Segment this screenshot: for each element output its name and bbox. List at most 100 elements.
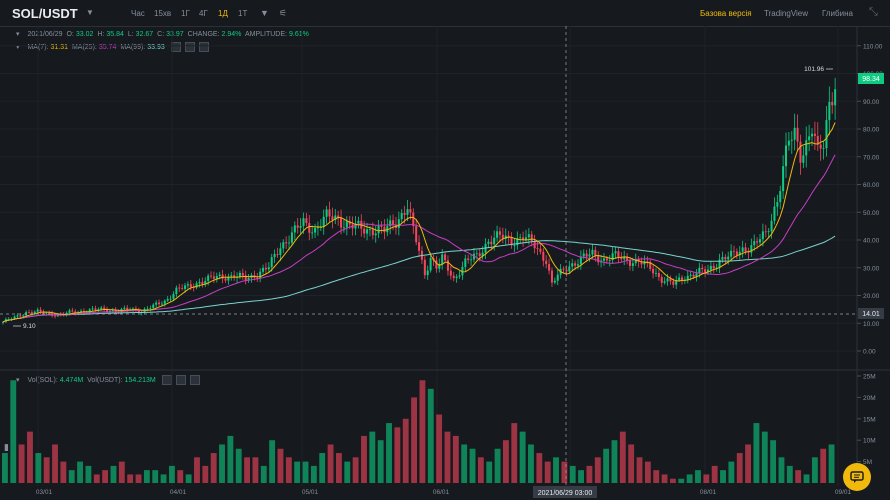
candle-body xyxy=(458,275,461,277)
interval-4h[interactable]: 4Г xyxy=(199,9,208,18)
volume-bar xyxy=(127,474,134,483)
candle-body xyxy=(94,308,97,310)
volume-bar xyxy=(152,470,159,483)
candle-body xyxy=(256,277,259,279)
chat-icon xyxy=(850,471,864,483)
candle-body xyxy=(224,278,227,281)
candle-body xyxy=(579,256,582,265)
chat-button[interactable] xyxy=(843,463,871,491)
collapse-caret-icon[interactable]: ▾ xyxy=(16,31,20,38)
candle-body xyxy=(39,309,42,312)
interval-1h[interactable]: 1Г xyxy=(181,9,190,18)
candle-body xyxy=(155,302,158,305)
candle-body xyxy=(530,234,533,242)
candle-body xyxy=(649,261,652,269)
candle-body xyxy=(828,102,831,121)
candle-body xyxy=(628,260,631,266)
interval-1d[interactable]: 1Д xyxy=(218,9,228,18)
candle-body xyxy=(588,254,591,257)
volume-bar xyxy=(43,457,50,483)
candle-body xyxy=(282,242,285,249)
volume-axis: 25M 20M 15M 10M 5M xyxy=(857,374,876,466)
candle-body xyxy=(805,140,808,156)
ma-settings-icon[interactable] xyxy=(170,42,181,52)
view-basic[interactable]: Базова версія xyxy=(700,9,752,18)
candle-body xyxy=(354,223,357,229)
candle-body xyxy=(88,309,91,313)
vol-close-icon[interactable] xyxy=(189,375,200,385)
candle-body xyxy=(175,287,178,295)
candle-body xyxy=(160,303,163,305)
volume-bar xyxy=(494,448,501,483)
interval-1w[interactable]: 1Т xyxy=(238,9,248,18)
volume-bar xyxy=(177,470,184,483)
candle-body xyxy=(169,298,172,300)
lock-axis-icon[interactable]: ▮ xyxy=(4,442,9,452)
ma-caret-icon[interactable]: ▾ xyxy=(16,43,20,51)
volume-bar xyxy=(352,457,359,483)
vol-legend: ▾ Vol(SOL): 4.474M Vol(USDT): 154.213M xyxy=(16,375,202,385)
volume-bar xyxy=(628,444,635,483)
candle-body xyxy=(267,267,270,270)
svg-text:2021/06/29 03:00: 2021/06/29 03:00 xyxy=(538,490,593,497)
candle-body xyxy=(571,263,574,267)
interval-time[interactable]: Час xyxy=(131,9,145,18)
candle-body xyxy=(7,319,10,320)
candle-body xyxy=(51,313,54,316)
candle-body xyxy=(19,315,22,317)
svg-text:9.10: 9.10 xyxy=(23,323,36,330)
volume-bar xyxy=(118,461,125,483)
candle-body xyxy=(825,120,828,149)
volume-bar xyxy=(77,461,83,483)
more-intervals-icon[interactable]: ▼ xyxy=(260,8,269,18)
candle-body xyxy=(634,259,637,264)
chart-grid xyxy=(0,26,857,486)
volume-bar xyxy=(511,423,518,483)
candle-body xyxy=(403,213,406,215)
vol-settings-icon[interactable] xyxy=(161,375,172,385)
volume-bar xyxy=(578,470,584,483)
view-depth[interactable]: Глибина xyxy=(822,9,853,18)
volume-bar xyxy=(327,444,334,483)
candle-body xyxy=(259,271,262,278)
candle-body xyxy=(692,274,695,277)
volume-bar xyxy=(135,474,142,483)
volume-bar xyxy=(544,461,551,483)
volume-bar xyxy=(820,448,827,483)
price-tick-label: 30.00 xyxy=(863,265,880,272)
volume-bar xyxy=(244,457,250,483)
candle-body xyxy=(233,275,236,278)
volume-bar xyxy=(603,448,610,483)
pair-dropdown-icon[interactable]: ▼ xyxy=(86,8,94,17)
view-tradingview[interactable]: TradingView xyxy=(764,9,809,18)
candle-body xyxy=(400,213,403,220)
pair-title[interactable]: SOL/USDT xyxy=(12,6,78,21)
vol-caret-icon[interactable]: ▾ xyxy=(16,376,20,384)
candle-body xyxy=(498,231,501,235)
volume-bar xyxy=(661,474,668,483)
candle-body xyxy=(389,220,392,227)
candle-body xyxy=(712,265,715,269)
ma-hide-icon[interactable] xyxy=(184,42,195,52)
candle-body xyxy=(608,260,611,261)
candle-body xyxy=(238,272,241,277)
price-chart[interactable]: 110.00100.0090.0080.0070.0060.0050.0040.… xyxy=(0,26,890,500)
svg-text:98.34: 98.34 xyxy=(862,76,880,83)
candle-body xyxy=(524,237,527,241)
candle-body xyxy=(392,220,395,225)
candle-body xyxy=(698,267,701,274)
candle-body xyxy=(438,263,441,269)
candle-body xyxy=(184,285,187,289)
candle-body xyxy=(111,309,114,311)
volume-bar xyxy=(169,465,175,483)
volume-bar xyxy=(461,444,468,483)
candle-body xyxy=(799,141,802,163)
settings-sliders-icon[interactable]: ⚟ xyxy=(279,8,288,18)
candle-body xyxy=(262,267,265,272)
vol-hide-icon[interactable] xyxy=(175,375,186,385)
interval-15m[interactable]: 15хв xyxy=(154,9,172,18)
ma-close-icon[interactable] xyxy=(198,42,209,52)
candle-body xyxy=(744,247,747,252)
expand-icon[interactable]: ⤡ xyxy=(869,6,878,18)
candle-body xyxy=(646,261,649,263)
